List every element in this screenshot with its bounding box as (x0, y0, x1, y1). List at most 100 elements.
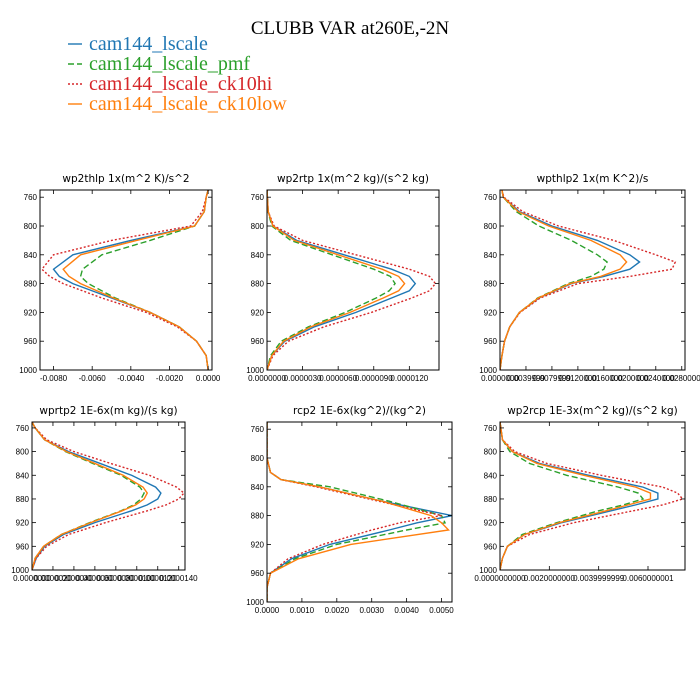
series-line (79, 190, 209, 370)
panel-title: wprtp2 1E-6x(m kg)/(s kg) (39, 405, 177, 417)
series-line (500, 422, 684, 570)
x-tick-label: 0.0120000 (559, 374, 597, 383)
x-tick-label: 0.0000040 (55, 574, 93, 583)
plot-frame (266, 189, 440, 371)
y-tick-label: 1000 (19, 366, 37, 375)
panels: wp2thlp 1x(m^2 K)/s^2 760 800 840 880 920 960 1… (11, 173, 700, 615)
x-tick-label: 0.0000120 (139, 574, 177, 583)
x-tick-label: 0.0000 (255, 606, 280, 615)
y-tick-label: 840 (484, 471, 498, 480)
panel-title: wp2thlp 1x(m^2 K)/s^2 (62, 173, 189, 185)
y-tick-label: 760 (251, 425, 265, 434)
x-tick-label: 0.0000080 (97, 574, 135, 583)
panel-title: wp2rtp 1x(m^2 kg)/(s^2 kg) (277, 173, 429, 185)
series-line (500, 422, 652, 570)
y-tick-label: 1000 (11, 566, 29, 575)
x-tick-label: 0.0000000000 (474, 574, 526, 583)
plot-frame (499, 189, 686, 371)
x-tick-label: 0.0000060 (319, 374, 357, 383)
y-tick-label: 960 (16, 542, 30, 551)
panel-title: wpthlp2 1x(m K^2)/s (537, 173, 649, 185)
y-tick-label: 880 (484, 280, 498, 289)
y-tick-label: 800 (16, 448, 30, 457)
chart-panel: wp2rtp 1x(m^2 kg)/(s^2 kg) 760 800 840 880 92… (246, 173, 440, 383)
x-tick-label: 0.0000020 (34, 574, 72, 583)
plot-frame (39, 189, 213, 371)
x-tick-label: 0.0010 (290, 606, 315, 615)
x-tick-label: 0.0240000 (637, 374, 675, 383)
series-line (500, 422, 645, 570)
y-tick-label: 1000 (246, 598, 264, 607)
x-tick-label: 0.0039999999 (573, 574, 625, 583)
y-tick-label: 960 (251, 569, 265, 578)
y-tick-label: 800 (24, 222, 38, 231)
x-tick-label: 0.0020 (325, 606, 350, 615)
series-line (500, 422, 659, 570)
y-tick-label: 960 (484, 337, 498, 346)
legend-label: cam144_lscale_ck10low (89, 93, 287, 115)
series-line (500, 190, 641, 370)
y-tick-label: 840 (251, 251, 265, 260)
y-tick-label: 840 (251, 483, 265, 492)
x-tick-label: 0.0200000 (611, 374, 649, 383)
panel-title: rcp2 1E-6x(kg^2)/(kg^2) (293, 405, 426, 417)
series-line (267, 190, 396, 370)
y-tick-label: 880 (24, 280, 38, 289)
x-tick-label: -0.0080 (40, 374, 68, 383)
series-line (32, 422, 145, 570)
x-tick-label: 0.0000 (196, 374, 221, 383)
x-tick-label: -0.0040 (117, 374, 145, 383)
x-tick-label: 0.0000120 (390, 374, 428, 383)
x-tick-label: 0.0280000 (663, 374, 700, 383)
y-tick-label: 960 (24, 337, 38, 346)
y-tick-label: 760 (16, 424, 30, 433)
plot-frame (499, 421, 686, 571)
series-line (267, 190, 437, 370)
x-tick-label: 0.0000100 (118, 574, 156, 583)
series-line (52, 190, 209, 370)
y-tick-label: 920 (484, 308, 498, 317)
panel-title: wp2rcp 1E-3x(m^2 kg)/(s^2 kg) (507, 405, 678, 417)
y-tick-label: 920 (484, 519, 498, 528)
y-tick-label: 800 (251, 454, 265, 463)
series-line (500, 190, 608, 370)
series-line (267, 422, 452, 602)
y-tick-label: 920 (251, 308, 265, 317)
y-tick-label: 1000 (479, 566, 497, 575)
y-tick-label: 880 (251, 512, 265, 521)
x-tick-label: 0.0040 (394, 606, 419, 615)
series-line (32, 422, 149, 570)
x-tick-label: 0.0000140 (160, 574, 198, 583)
y-tick-label: 800 (484, 448, 498, 457)
x-tick-label: -0.0020 (156, 374, 184, 383)
y-tick-label: 760 (484, 424, 498, 433)
x-tick-label: 0.0160000 (585, 374, 623, 383)
y-tick-label: 800 (251, 222, 265, 231)
series-line (267, 422, 442, 602)
y-tick-label: 960 (484, 542, 498, 551)
y-tick-label: 1000 (479, 366, 497, 375)
series-line (500, 190, 628, 370)
legend: cam144_lscalecam144_lscale_pmfcam144_lsc… (68, 33, 287, 115)
x-tick-label: 0.0020000000 (524, 574, 576, 583)
y-tick-label: 880 (16, 495, 30, 504)
chart-panel: wp2thlp 1x(m^2 K)/s^2 760 800 840 880 920 960 1… (19, 173, 221, 383)
series-line (267, 422, 450, 602)
y-tick-label: 920 (16, 519, 30, 528)
x-tick-label: 0.0000000 (481, 374, 519, 383)
legend-label: cam144_lscale_ck10hi (89, 73, 273, 95)
series-line (267, 190, 406, 370)
y-tick-label: 840 (16, 471, 30, 480)
series-line (267, 190, 417, 370)
x-tick-label: 0.0000090 (355, 374, 393, 383)
chart-panel: wprtp2 1E-6x(m kg)/(s kg) 760 800 840 880 920… (11, 405, 198, 583)
y-tick-label: 760 (251, 193, 265, 202)
legend-label: cam144_lscale (89, 33, 208, 55)
plot-frame (266, 421, 453, 603)
x-tick-label: 0.0050 (429, 606, 454, 615)
x-tick-label: 0.0060000001 (622, 574, 674, 583)
series-line (40, 190, 209, 370)
chart-panel: wp2rcp 1E-3x(m^2 kg)/(s^2 kg) 760 800 840 88… (474, 405, 686, 583)
y-tick-label: 960 (251, 337, 265, 346)
